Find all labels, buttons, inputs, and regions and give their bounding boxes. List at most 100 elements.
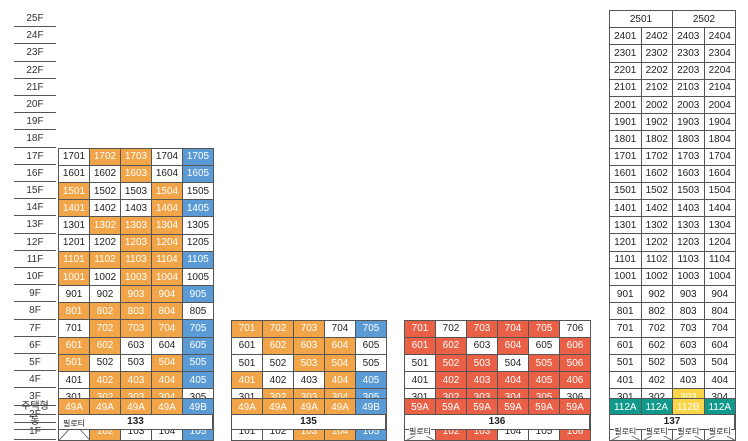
unit-cell[interactable]: 603 — [672, 336, 705, 355]
unit-cell[interactable]: 1601 — [609, 164, 642, 183]
unit-cell[interactable]: 1302 — [89, 216, 121, 235]
unit-cell[interactable]: 1204 — [703, 233, 736, 252]
unit-cell[interactable]: 1504 — [703, 181, 736, 201]
unit-cell[interactable]: 606 — [559, 336, 591, 355]
unit-cell[interactable]: 1904 — [703, 113, 736, 132]
unit-cell[interactable]: 503 — [466, 353, 498, 373]
unit-cell[interactable]: 1305 — [182, 216, 214, 235]
unit-cell[interactable]: 2401 — [609, 27, 642, 46]
unit-cell[interactable]: 1903 — [672, 113, 705, 132]
unit-cell[interactable]: 505 — [355, 353, 387, 373]
unit-cell[interactable]: 1804 — [703, 130, 736, 149]
unit-cell[interactable]: 1604 — [703, 164, 736, 183]
unit-cell[interactable]: 402 — [89, 371, 121, 390]
unit-cell[interactable]: 2302 — [640, 44, 673, 63]
unit-cell[interactable]: 1301 — [609, 216, 642, 235]
unit-cell[interactable]: 703 — [293, 319, 325, 338]
unit-cell[interactable]: 706 — [559, 319, 591, 338]
unit-cell[interactable]: 502 — [89, 353, 121, 373]
unit-cell[interactable]: 502 — [435, 353, 467, 373]
unit-cell[interactable]: 1104 — [703, 250, 736, 269]
unit-cell[interactable]: 2103 — [672, 78, 705, 97]
unit-cell[interactable]: 1901 — [609, 113, 642, 132]
unit-cell[interactable]: 702 — [89, 319, 121, 338]
unit-cell[interactable]: 1201 — [609, 233, 642, 252]
unit-cell[interactable]: 703 — [120, 319, 152, 338]
unit-cell[interactable]: 903 — [120, 285, 152, 304]
unit-cell[interactable]: 1005 — [182, 267, 214, 287]
unit-cell[interactable]: 405 — [355, 371, 387, 390]
unit-cell[interactable]: 2001 — [609, 95, 642, 115]
unit-cell[interactable]: 2104 — [703, 78, 736, 97]
unit-cell[interactable]: 701 — [231, 319, 263, 338]
unit-cell[interactable]: 1704 — [151, 147, 183, 166]
unit-cell[interactable]: 501 — [58, 353, 90, 373]
unit-cell[interactable]: 2502 — [672, 9, 736, 29]
unit-cell[interactable]: 401 — [609, 370, 642, 390]
unit-cell[interactable]: 1304 — [151, 216, 183, 235]
unit-cell[interactable]: 401 — [231, 371, 263, 390]
unit-cell[interactable]: 704 — [151, 319, 183, 338]
unit-cell[interactable]: 402 — [640, 370, 673, 390]
unit-cell[interactable]: 1003 — [672, 267, 705, 287]
unit-cell[interactable]: 2404 — [703, 27, 736, 46]
unit-cell[interactable]: 705 — [182, 319, 214, 338]
unit-cell[interactable]: 403 — [293, 371, 325, 390]
unit-cell[interactable]: 803 — [672, 302, 705, 321]
unit-cell[interactable]: 502 — [640, 353, 673, 372]
unit-cell[interactable]: 1505 — [182, 181, 214, 201]
unit-cell[interactable]: 803 — [120, 302, 152, 321]
unit-cell[interactable]: 406 — [559, 371, 591, 390]
unit-cell[interactable]: 1503 — [120, 181, 152, 201]
unit-cell[interactable]: 2303 — [672, 44, 705, 63]
unit-cell[interactable]: 703 — [466, 319, 498, 338]
unit-cell[interactable]: 601 — [404, 336, 436, 355]
unit-cell[interactable]: 1902 — [640, 113, 673, 132]
unit-cell[interactable]: 1004 — [151, 267, 183, 287]
unit-cell[interactable]: 701 — [58, 319, 90, 338]
unit-cell[interactable]: 501 — [609, 353, 642, 372]
unit-cell[interactable]: 1703 — [120, 147, 152, 166]
unit-cell[interactable]: 1702 — [640, 147, 673, 166]
unit-cell[interactable]: 1501 — [58, 181, 90, 201]
unit-cell[interactable]: 1105 — [182, 250, 214, 269]
unit-cell[interactable]: 604 — [324, 336, 356, 355]
unit-cell[interactable]: 1803 — [672, 130, 705, 149]
unit-cell[interactable]: 1304 — [703, 216, 736, 235]
unit-cell[interactable]: 1101 — [609, 250, 642, 269]
unit-cell[interactable]: 2301 — [609, 44, 642, 63]
unit-cell[interactable]: 702 — [435, 319, 467, 338]
unit-cell[interactable]: 601 — [231, 336, 263, 355]
unit-cell[interactable]: 1103 — [672, 250, 705, 269]
unit-cell[interactable]: 705 — [355, 319, 387, 338]
unit-cell[interactable]: 601 — [609, 336, 642, 355]
unit-cell[interactable]: 605 — [182, 336, 214, 355]
unit-cell[interactable]: 505 — [528, 353, 560, 373]
unit-cell[interactable]: 802 — [640, 302, 673, 321]
unit-cell[interactable]: 704 — [324, 319, 356, 338]
unit-cell[interactable]: 402 — [262, 371, 294, 390]
unit-cell[interactable]: 1704 — [703, 147, 736, 166]
unit-cell[interactable]: 504 — [324, 353, 356, 373]
unit-cell[interactable]: 1602 — [640, 164, 673, 183]
unit-cell[interactable]: 1202 — [640, 233, 673, 252]
unit-cell[interactable]: 1303 — [120, 216, 152, 235]
unit-cell[interactable]: 502 — [262, 353, 294, 373]
unit-cell[interactable]: 603 — [120, 336, 152, 355]
unit-cell[interactable]: 1401 — [58, 199, 90, 218]
unit-cell[interactable]: 801 — [609, 302, 642, 321]
unit-cell[interactable]: 503 — [293, 353, 325, 373]
unit-cell[interactable]: 1201 — [58, 233, 90, 252]
unit-cell[interactable]: 501 — [404, 353, 436, 373]
unit-cell[interactable]: 1303 — [672, 216, 705, 235]
unit-cell[interactable]: 802 — [89, 302, 121, 321]
unit-cell[interactable]: 402 — [435, 371, 467, 390]
unit-cell[interactable]: 704 — [703, 319, 736, 338]
unit-cell[interactable]: 801 — [58, 302, 90, 321]
unit-cell[interactable]: 404 — [703, 370, 736, 390]
unit-cell[interactable]: 404 — [324, 371, 356, 390]
unit-cell[interactable]: 2003 — [672, 95, 705, 115]
unit-cell[interactable]: 2501 — [609, 9, 673, 29]
unit-cell[interactable]: 602 — [640, 336, 673, 355]
unit-cell[interactable]: 1405 — [182, 199, 214, 218]
